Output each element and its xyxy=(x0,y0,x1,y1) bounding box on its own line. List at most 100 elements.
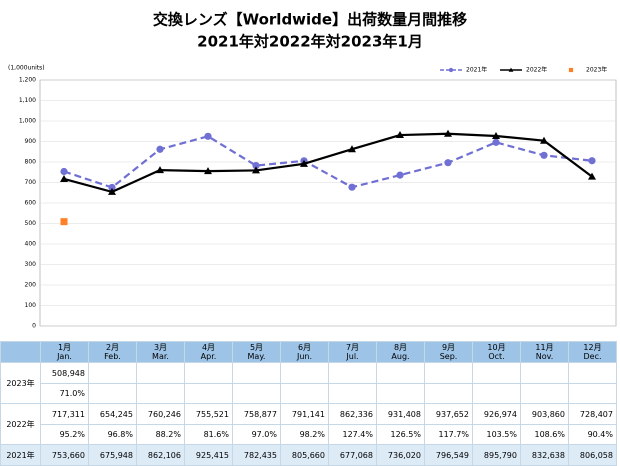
value-cell: 931,408 xyxy=(376,403,425,425)
month-label: 5月 xyxy=(249,343,264,352)
data-point xyxy=(60,218,68,226)
y-tick-label: 100 xyxy=(25,302,37,309)
data-point xyxy=(60,167,68,176)
value-cell xyxy=(280,362,329,384)
data-point xyxy=(492,131,500,139)
ratio-cell: 88.2% xyxy=(136,424,185,445)
ratio-cell xyxy=(184,383,233,404)
value-cell xyxy=(424,362,473,384)
ratio-cell xyxy=(424,383,473,404)
ratio-cell: 81.6% xyxy=(184,424,233,445)
y-tick-label: 1,000 xyxy=(19,118,36,125)
header-cell: 4月 Apr. xyxy=(184,341,233,363)
header-cell: 1月 Jan. xyxy=(40,341,89,363)
value-cell xyxy=(232,362,281,384)
value-cell: 796,549 xyxy=(424,444,473,466)
legend-label: 2021年 xyxy=(466,66,487,74)
ratio-cell: 126.5% xyxy=(376,424,425,445)
y-tick-label: 800 xyxy=(25,159,37,166)
ratio-cell: 90.4% xyxy=(568,424,617,445)
legend-marker xyxy=(568,67,574,73)
data-point xyxy=(396,131,404,139)
ratio-cell: 71.0% xyxy=(40,383,89,404)
value-cell xyxy=(88,362,137,384)
data-point xyxy=(156,166,164,174)
value-cell xyxy=(520,362,569,384)
month-label: 6月 xyxy=(297,343,312,352)
row-label: 2023年 xyxy=(0,362,41,404)
ratio-cell: 103.5% xyxy=(472,424,521,445)
data-point xyxy=(204,132,212,140)
data-point xyxy=(252,162,260,170)
legend-label: 2022年 xyxy=(526,66,547,74)
data-point xyxy=(588,172,596,180)
ratio-cell: 98.2% xyxy=(280,424,329,445)
value-cell: 753,660 xyxy=(40,444,89,466)
y-tick-label: 300 xyxy=(25,261,37,268)
month-en-label: Nov. xyxy=(535,352,554,361)
value-cell xyxy=(328,362,377,384)
ratio-cell xyxy=(328,383,377,404)
y-tick-label: 500 xyxy=(25,220,37,227)
value-cell: 903,860 xyxy=(520,403,569,425)
ratio-cell xyxy=(88,383,137,404)
value-cell: 937,652 xyxy=(424,403,473,425)
header-cell: 12月 Dec. xyxy=(568,341,617,363)
value-cell: 717,311 xyxy=(40,403,89,425)
month-label: 9月 xyxy=(441,343,456,352)
value-cell: 675,948 xyxy=(88,444,137,466)
month-en-label: Feb. xyxy=(104,352,121,361)
y-unit-label: (1,000units) xyxy=(8,65,45,72)
month-en-label: Oct. xyxy=(488,352,505,361)
header-cell: 3月 Mar. xyxy=(136,341,185,363)
month-en-label: Mar. xyxy=(152,352,169,361)
month-label: 8月 xyxy=(393,343,408,352)
month-label: 4月 xyxy=(201,343,216,352)
data-point xyxy=(540,136,548,144)
value-cell xyxy=(376,362,425,384)
y-tick-label: 900 xyxy=(25,138,37,145)
month-en-label: Jan. xyxy=(57,352,72,361)
month-label: 3月 xyxy=(153,343,168,352)
data-point xyxy=(348,183,356,191)
value-cell: 862,106 xyxy=(136,444,185,466)
data-point xyxy=(60,174,68,182)
value-cell: 926,974 xyxy=(472,403,521,425)
value-cell: 805,660 xyxy=(280,444,329,466)
ratio-cell: 97.0% xyxy=(232,424,281,445)
chart-subtitle: 2021年対2022年対2023年1月 xyxy=(197,33,423,51)
header-cell: 9月 Sep. xyxy=(424,341,473,363)
month-en-label: Aug. xyxy=(391,352,410,361)
data-point xyxy=(204,167,212,175)
y-tick-label: 1,100 xyxy=(19,97,36,104)
legend-marker xyxy=(508,67,514,72)
data-point xyxy=(108,183,116,192)
ratio-cell xyxy=(232,383,281,404)
value-cell: 862,336 xyxy=(328,403,377,425)
chart: 交換レンズ【Worldwide】出荷数量月間推移 2021年対2022年対202… xyxy=(8,11,617,330)
value-cell xyxy=(472,362,521,384)
value-cell: 806,058 xyxy=(568,444,617,466)
value-cell: 758,877 xyxy=(232,403,281,425)
ratio-cell xyxy=(280,383,329,404)
month-label: 7月 xyxy=(345,343,360,352)
y-tick-label: 400 xyxy=(25,241,37,248)
ratio-cell xyxy=(520,383,569,404)
data-point xyxy=(588,157,596,165)
header-cell: 6月 Jun. xyxy=(280,341,329,363)
month-en-label: Sep. xyxy=(439,352,458,361)
month-label: 2月 xyxy=(105,343,120,352)
data-point xyxy=(444,159,452,167)
y-tick-label: 200 xyxy=(25,282,37,289)
value-cell xyxy=(568,362,617,384)
ratio-cell xyxy=(568,383,617,404)
value-cell: 755,521 xyxy=(184,403,233,425)
ratio-cell: 127.4% xyxy=(328,424,377,445)
data-table: 1月 Jan. 2月 Feb. 3月 Mar. 4月 Apr. 5月 May. 6月 Jun. 7月 Ju… xyxy=(0,341,617,466)
data-point xyxy=(492,138,500,146)
data-point xyxy=(396,171,404,179)
ratio-cell: 117.7% xyxy=(424,424,473,445)
ratio-cell xyxy=(472,383,521,404)
header-cell: 8月 Aug. xyxy=(376,341,425,363)
